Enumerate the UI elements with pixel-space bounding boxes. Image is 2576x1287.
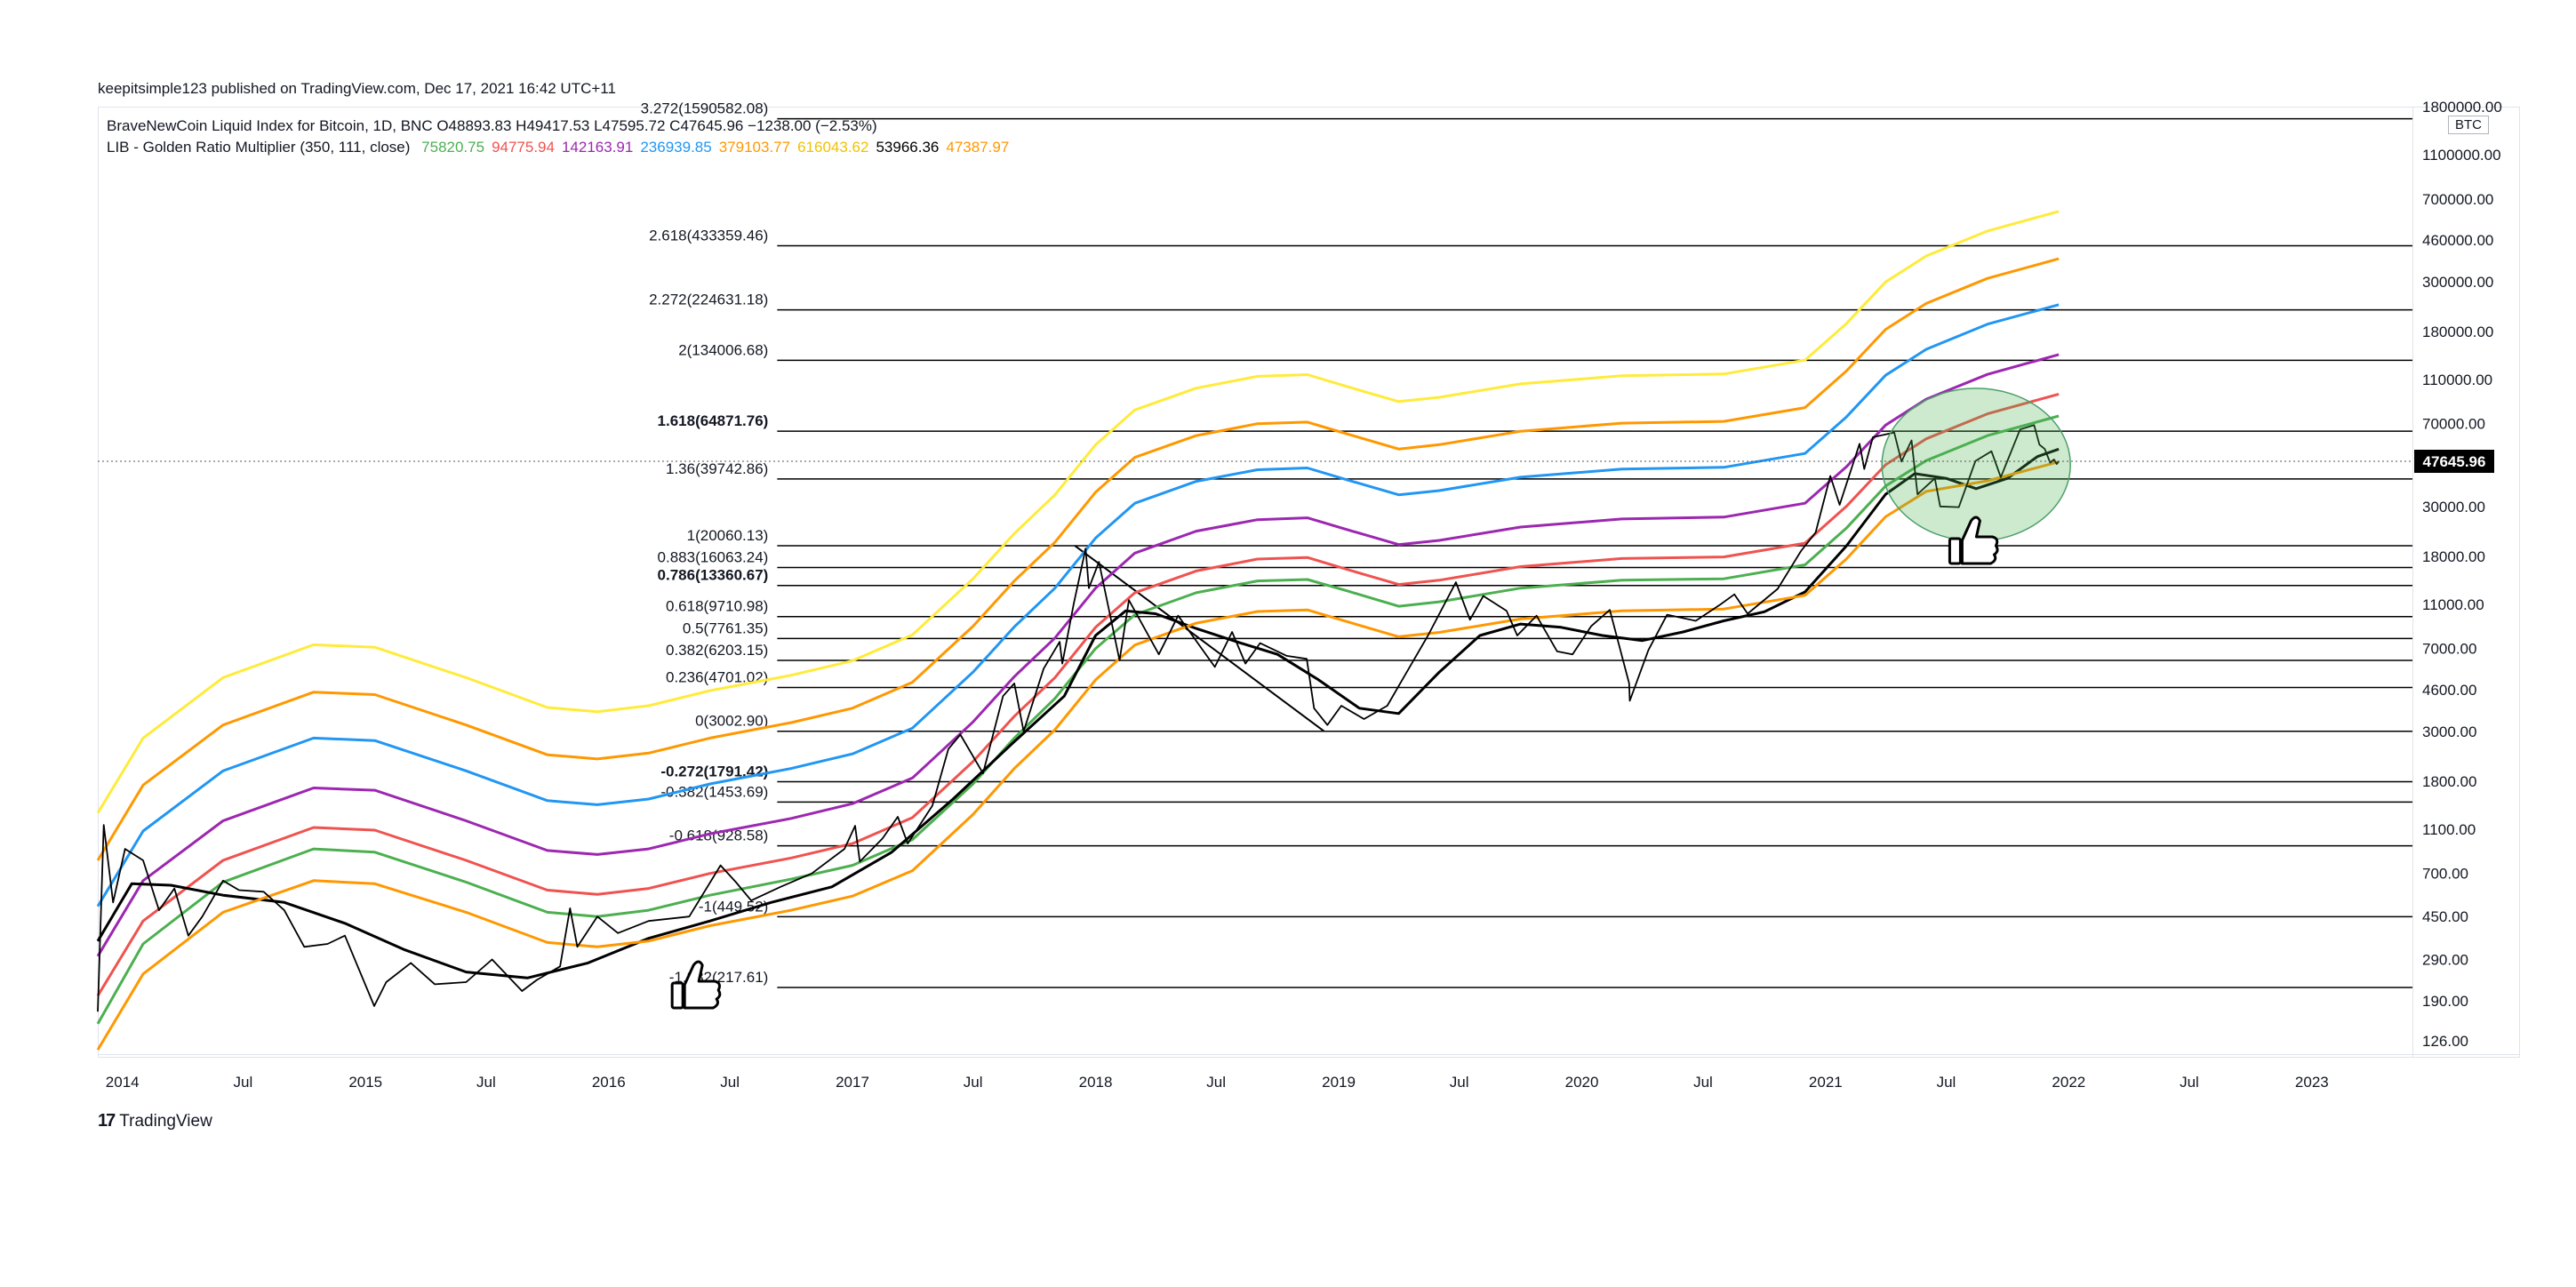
y-tick-label: 180000.00 — [2422, 324, 2493, 340]
indicator-value-3: 236939.85 — [640, 139, 712, 156]
y-tick-label: 300000.00 — [2422, 274, 2493, 291]
y-tick-label: 70000.00 — [2422, 416, 2485, 433]
symbol-legend-text: BraveNewCoin Liquid Index for Bitcoin, 1… — [107, 117, 877, 134]
thumbs-up-icon — [670, 960, 722, 1010]
fib-level-label: 0.786(13360.67) — [658, 567, 769, 584]
currency-label: BTC — [2448, 116, 2489, 134]
x-tick-label: Jul — [964, 1074, 983, 1091]
tradingview-logo-icon: 17 — [98, 1111, 116, 1131]
fib-level-label: 0.883(16063.24) — [658, 548, 769, 565]
fib-level-label: 0(3002.90) — [695, 713, 768, 730]
x-tick-label: 2018 — [1079, 1074, 1113, 1091]
price-series-line — [97, 424, 2060, 1012]
tradingview-footer[interactable]: 17 TradingView — [98, 1111, 212, 1131]
y-tick-label: 3000.00 — [2422, 723, 2476, 740]
x-tick-label: 2022 — [2052, 1074, 2085, 1091]
x-tick-label: 2019 — [1322, 1074, 1356, 1091]
y-tick-label: 700000.00 — [2422, 191, 2493, 208]
tradingview-brand: TradingView — [119, 1111, 212, 1131]
published-by-text: keepitsimple123 published on TradingView… — [98, 80, 616, 97]
indicator-legend-row[interactable]: LIB - Golden Ratio Multiplier (350, 111,… — [107, 137, 1009, 158]
indicator-value-0: 75820.75 — [421, 139, 485, 156]
x-tick-label: 2014 — [106, 1074, 140, 1091]
y-tick-label: 110000.00 — [2422, 372, 2492, 388]
x-tick-label: Jul — [720, 1074, 740, 1091]
x-tick-label: 2021 — [1809, 1074, 1843, 1091]
y-tick-label: 30000.00 — [2422, 499, 2485, 516]
x-tick-label: 2020 — [1565, 1074, 1599, 1091]
indicator-value-5: 616043.62 — [797, 139, 869, 156]
x-tick-label: 2017 — [836, 1074, 869, 1091]
fib-level-label: 0.382(6203.15) — [666, 642, 768, 659]
indicator-values: 75820.75 94775.94 142163.91 236939.85 379103… — [414, 139, 1009, 156]
indicator-value-4: 379103.77 — [718, 139, 791, 156]
y-tick-label: 190.00 — [2422, 993, 2468, 1010]
indicator-value-7: 47387.97 — [946, 139, 1010, 156]
indicator-value-1: 94775.94 — [492, 139, 555, 156]
fib-level-label: 2(134006.68) — [678, 341, 768, 358]
x-tick-label: Jul — [1937, 1074, 1956, 1091]
x-tick-label: Jul — [233, 1074, 252, 1091]
indicator-value-2: 142163.91 — [561, 139, 634, 156]
indicator-series-line — [96, 210, 2060, 814]
fib-level-label: 0.618(9710.98) — [666, 598, 768, 615]
y-tick-label: 700.00 — [2422, 866, 2468, 883]
fib-level-label: 0.5(7761.35) — [683, 620, 768, 636]
y-tick-label: 1100000.00 — [2422, 147, 2501, 164]
y-tick-label: 7000.00 — [2422, 641, 2476, 658]
y-tick-label: 126.00 — [2422, 1033, 2468, 1050]
y-tick-label: 11000.00 — [2422, 596, 2484, 613]
y-tick-label: 18000.00 — [2422, 548, 2485, 565]
x-tick-label: 2016 — [592, 1074, 626, 1091]
x-tick-label: Jul — [1206, 1074, 1226, 1091]
fib-level-label: 1.618(64871.76) — [658, 412, 769, 429]
fib-level-label: 2.618(433359.46) — [649, 227, 768, 244]
x-tick-label: Jul — [476, 1074, 496, 1091]
indicator-series-line — [96, 414, 2060, 1025]
fib-level-label: -1(449.52) — [699, 898, 768, 915]
fib-level-label: 0.236(4701.02) — [666, 668, 768, 685]
y-tick-label: 1100.00 — [2422, 821, 2476, 838]
indicator-series-line — [96, 303, 2060, 907]
indicator-series-line — [96, 460, 2060, 1051]
trend-line — [1074, 545, 1325, 732]
fib-level-label: 1.36(39742.86) — [666, 460, 768, 477]
y-tick-label: 450.00 — [2422, 908, 2468, 925]
fib-level-label: -0.272(1791.42) — [660, 763, 768, 779]
x-tick-label: Jul — [2180, 1074, 2199, 1091]
price-axis-divider — [2412, 107, 2413, 1058]
indicator-series-line — [96, 392, 2060, 997]
x-tick-label: 2023 — [2295, 1074, 2329, 1091]
chart-frame — [98, 107, 2520, 1058]
chart-legend: BraveNewCoin Liquid Index for Bitcoin, 1… — [107, 116, 1009, 158]
x-tick-label: 2015 — [348, 1074, 382, 1091]
fib-level-label: 1(20060.13) — [687, 527, 769, 544]
fib-level-label: 2.272(224631.18) — [649, 292, 768, 308]
fib-level-label: 3.272(1590582.08) — [641, 100, 769, 117]
fib-level-label: -0.382(1453.69) — [660, 783, 768, 800]
x-tick-label: Jul — [1693, 1074, 1713, 1091]
indicator-value-6: 53966.36 — [876, 139, 940, 156]
y-tick-label: 1800.00 — [2422, 773, 2476, 790]
fib-level-label: -0.618(928.58) — [669, 827, 769, 844]
symbol-legend-row[interactable]: BraveNewCoin Liquid Index for Bitcoin, 1… — [107, 116, 1009, 137]
last-price-tag — [2414, 450, 2494, 474]
y-tick-label: 4600.00 — [2422, 682, 2476, 699]
time-axis-divider — [98, 1054, 2520, 1055]
last-price-label: 47645.96 — [2423, 453, 2486, 470]
y-tick-label: 1800000.00 — [2422, 99, 2502, 116]
indicator-name: LIB - Golden Ratio Multiplier (350, 111,… — [107, 139, 411, 156]
x-tick-label: Jul — [1450, 1074, 1469, 1091]
y-tick-label: 290.00 — [2422, 951, 2468, 968]
indicator-series-line — [96, 257, 2060, 861]
indicator-series-line — [96, 447, 2060, 979]
y-tick-label: 460000.00 — [2422, 232, 2493, 249]
indicator-series-line — [96, 353, 2060, 957]
thumbs-up-icon — [1948, 516, 1999, 565]
